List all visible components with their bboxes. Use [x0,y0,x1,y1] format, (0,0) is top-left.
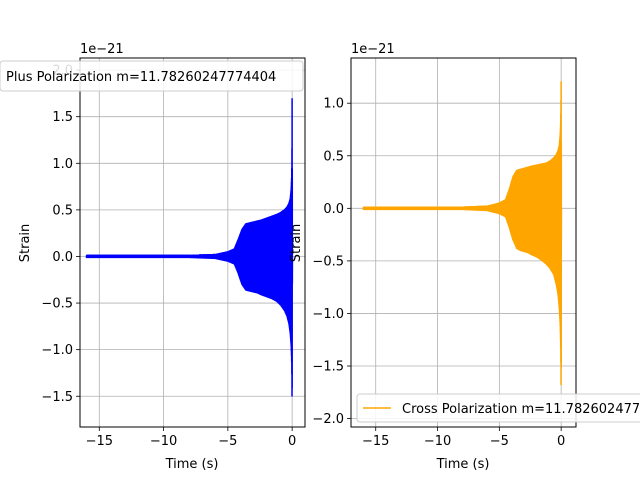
plus-waveform-line [85,98,294,397]
plus-series [85,98,294,397]
plus-y-tick-label: 0.5 [52,203,73,218]
cross-y-axis-label: Strain [289,224,304,263]
cross-y-tick-label: −2.0 [312,412,344,427]
cross-x-tick-label: −15 [362,434,389,449]
cross-legend: Cross Polarization m=11.78260247774404 [356,393,640,423]
plus-y-axis-label: Strain [18,224,33,263]
plus-legend-box [0,60,304,92]
cross-waveform-line [362,80,563,386]
cross-y-tick-label: −1.5 [312,360,344,375]
plus-y-tick-label: −0.5 [41,297,73,312]
plus-polarization-panel: −15−10−50−1.5−1.0−0.50.00.51.01.52.0 1e−… [0,42,306,472]
cross-series [362,80,563,386]
plus-y-tick-label: 1.0 [52,157,73,172]
cross-legend-box [356,393,640,423]
cross-x-tick-label: −10 [424,434,451,449]
cross-y-tick-label: 0.0 [323,202,344,217]
plus-axes-frame [79,57,306,428]
cross-legend-label: Cross Polarization m=11.78260247774404 [402,402,640,417]
cross-y-tick-label: 0.5 [323,149,344,164]
plus-y-tick-label: 0.0 [52,250,73,265]
plus-y-tick-label: −1.5 [41,390,73,405]
plus-offset-text: 1e−21 [80,42,124,57]
cross-axes-frame [350,57,577,428]
cross-offset-text: 1e−21 [351,42,395,57]
cross-y-tick-label: 1.0 [323,97,344,112]
cross-ticks: −15 −10 −5 0 −2.0 −1.5 −1.0 −0.5 0.0 0.5 1.0 [312,97,565,449]
cross-x-tick-label: −5 [490,434,509,449]
cross-y-tick-label: −0.5 [312,254,344,269]
plus-x-tick-label: −10 [150,434,177,449]
plus-legend: Plus Polarization m=11.78260247774404 [0,60,304,92]
plus-x-axis-label: Time (s) [165,457,219,472]
plus-x-tick-label: 0 [288,434,296,449]
cross-x-tick-label: 0 [557,434,565,449]
cross-y-tick-label: −1.0 [312,307,344,322]
cross-polarization-panel: −15 −10 −5 0 −2.0 −1.5 −1.0 −0.5 0.0 0.5 1.0 1e−21… [289,42,640,472]
cross-x-axis-label: Time (s) [436,457,490,472]
plus-x-tick-label: −15 [86,434,113,449]
plus-y-tick-label: −1.0 [41,343,73,358]
plus-legend-label: Plus Polarization m=11.78260247774404 [6,70,276,85]
plus-ticks: −15−10−50−1.5−1.0−0.50.00.51.01.52.0 [41,64,296,449]
plus-y-tick-label: 1.5 [52,110,73,125]
plus-x-tick-label: −5 [218,434,237,449]
